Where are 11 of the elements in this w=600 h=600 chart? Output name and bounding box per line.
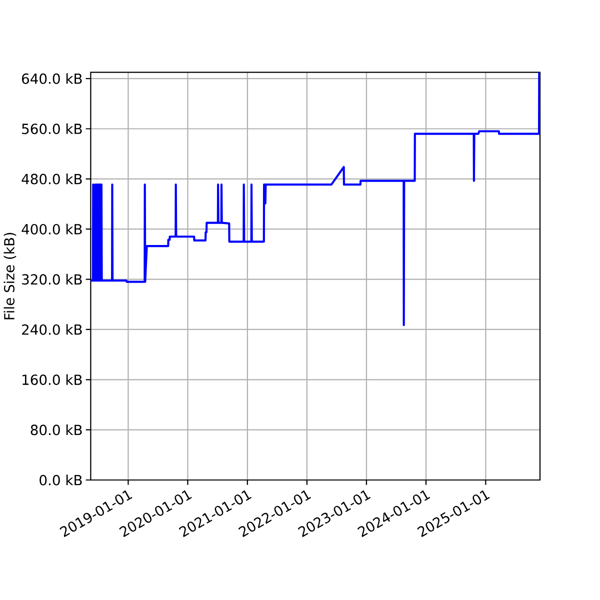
- y-tick-label: 160.0 kB: [22, 374, 82, 386]
- y-tick-label: 80.0 kB: [30, 424, 82, 436]
- y-tick-label: 0.0 kB: [40, 474, 82, 486]
- y-tick-label: 480.0 kB: [22, 174, 82, 184]
- y-tick-label: 320.0 kB: [22, 274, 82, 285]
- y-tick-label: 240.0 kB: [22, 324, 82, 335]
- y-tick-label: 640.0 kB: [22, 73, 82, 84]
- y-tick-label: 560.0 kB: [22, 123, 82, 134]
- line-series: [90, 72, 540, 326]
- y-tick-label: 400.0 kB: [22, 224, 82, 234]
- y-axis-title: File Size (kB): [4, 232, 16, 320]
